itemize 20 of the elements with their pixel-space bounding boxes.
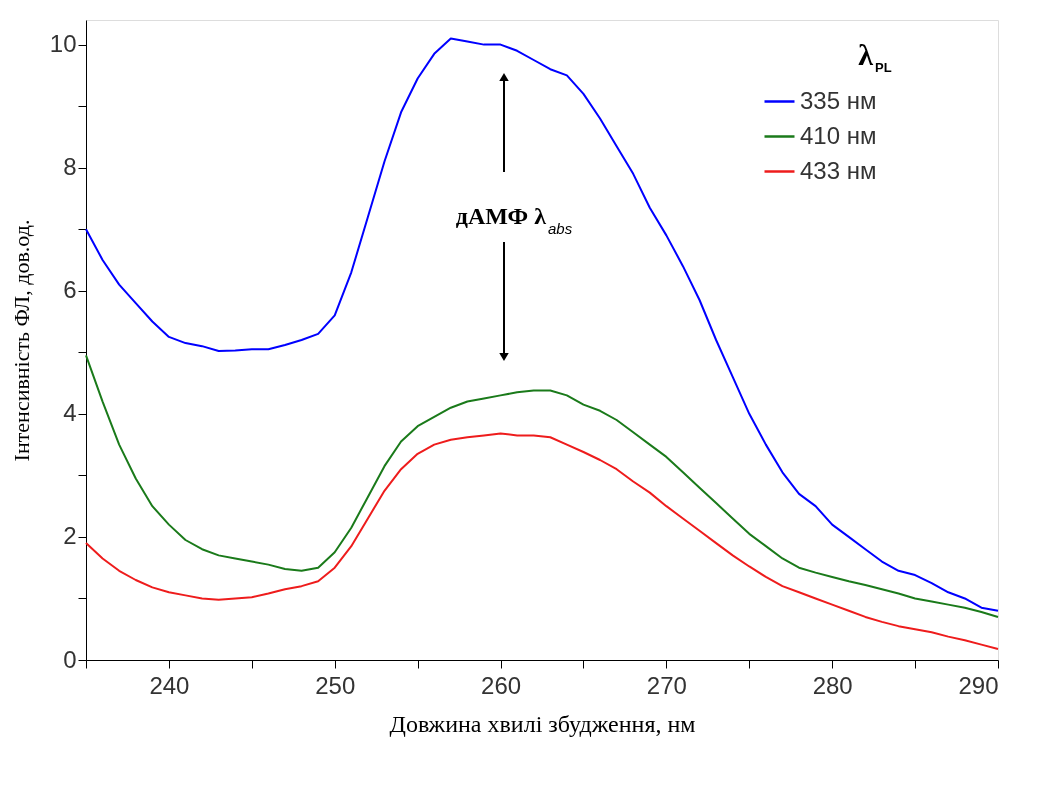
line-series — [85, 432, 999, 650]
y-tick-label: 6 — [63, 276, 77, 304]
x-tick-label: 260 — [481, 671, 522, 699]
line-series — [85, 37, 999, 612]
line-series — [85, 354, 999, 618]
legend-label: 433 нм — [800, 156, 877, 184]
y-tick-label: 0 — [63, 645, 77, 673]
legend-label: 335 нм — [800, 86, 877, 114]
x-axis-title: Довжина хвилі збудження, нм — [389, 710, 696, 737]
x-tick-label: 270 — [646, 671, 687, 699]
y-tick-label: 2 — [63, 522, 77, 550]
y-tick-label: 10 — [49, 30, 77, 58]
x-tick-label: 290 — [958, 671, 999, 699]
x-tick-label: 280 — [812, 671, 853, 699]
legend-label: 410 нм — [800, 121, 877, 149]
y-tick-label: 8 — [63, 153, 77, 181]
y-tick-label: 4 — [63, 399, 77, 427]
x-tick-label: 240 — [149, 671, 190, 699]
x-tick-label: 250 — [315, 671, 356, 699]
y-axis-title: Інтенсивність ФЛ, дов.од. — [8, 219, 34, 462]
